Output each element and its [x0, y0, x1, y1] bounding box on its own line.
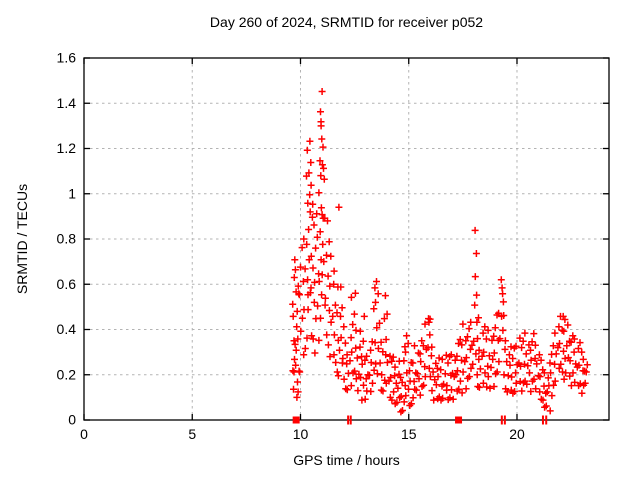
- y-tick-label: 0.2: [57, 366, 77, 382]
- y-tick-label: 0.4: [57, 321, 77, 337]
- y-tick-label: 0: [68, 412, 76, 428]
- y-tick-label: 0.6: [57, 276, 77, 292]
- y-axis-label: SRMTID / TECUs: [14, 183, 30, 295]
- x-tick-label: 20: [509, 426, 525, 442]
- axis-marker-square: [455, 416, 463, 424]
- x-axis-label: GPS time / hours: [293, 452, 400, 468]
- axis-marker-square: [292, 416, 300, 424]
- x-tick-label: 5: [188, 426, 196, 442]
- x-tick-label: 15: [401, 426, 417, 442]
- y-tick-label: 1: [68, 185, 76, 201]
- y-tick-label: 1.2: [57, 140, 77, 156]
- x-tick-label: 0: [80, 426, 88, 442]
- y-tick-label: 1.4: [57, 95, 77, 111]
- y-tick-label: 0.8: [57, 231, 77, 247]
- y-tick-label: 1.6: [57, 50, 77, 66]
- data-points-plus-markers: [289, 88, 591, 416]
- chart-title: Day 260 of 2024, SRMTID for receiver p05…: [209, 14, 484, 30]
- x-tick-label: 10: [293, 426, 309, 442]
